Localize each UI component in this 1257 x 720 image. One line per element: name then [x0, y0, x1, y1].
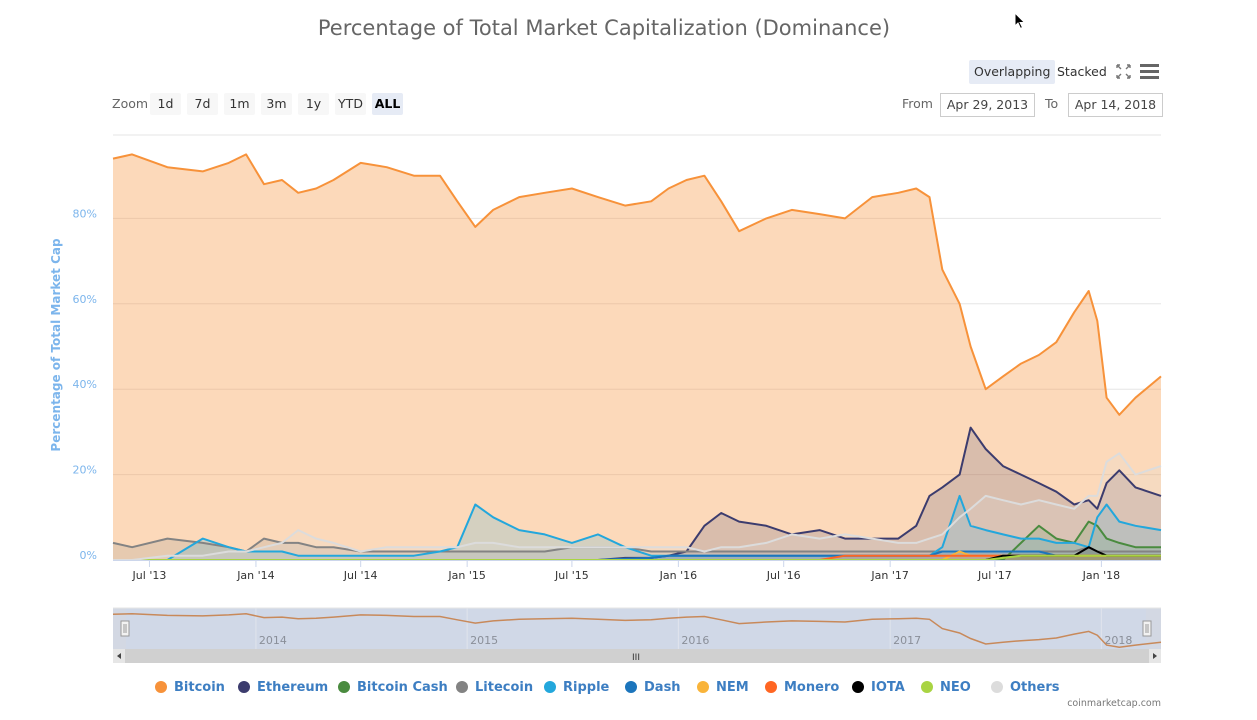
- legend-marker-icon: [852, 681, 864, 693]
- x-tick-label: Jul '16: [766, 569, 801, 582]
- legend-marker-icon: [697, 681, 709, 693]
- navigator-selected-range[interactable]: [126, 608, 1146, 652]
- x-tick-label: Jul '15: [554, 569, 589, 582]
- legend-item-litecoin[interactable]: Litecoin: [456, 678, 533, 696]
- legend-marker-icon: [991, 681, 1003, 693]
- legend-label: Bitcoin Cash: [357, 679, 448, 695]
- dominance-chart: 0% 20% 40% 60% 80% Jul '13 Jan '14 Jul '14 Jan …: [49, 134, 1162, 582]
- from-label: From: [902, 96, 933, 111]
- x-tick-label: Jul '14: [343, 569, 378, 582]
- legend-item-bitcoin-cash[interactable]: Bitcoin Cash: [338, 678, 448, 696]
- navigator-right-handle[interactable]: [1142, 620, 1152, 637]
- legend-label: Ripple: [563, 679, 610, 695]
- area-monero: [113, 555, 1161, 560]
- from-date-input[interactable]: Apr 29, 2013: [940, 93, 1035, 117]
- area-others: [113, 453, 1161, 560]
- y-tick-label: 40%: [73, 378, 97, 391]
- scrollbar-grip[interactable]: III: [632, 653, 640, 663]
- line-others[interactable]: [113, 452, 1162, 561]
- y-tick-label: 20%: [73, 464, 97, 477]
- x-tick-label: Jul '13: [132, 569, 167, 582]
- legend-label: Bitcoin: [174, 679, 225, 695]
- legend-label: Litecoin: [475, 679, 534, 695]
- zoom-1m-button[interactable]: 1m: [224, 93, 255, 115]
- x-tick-label: Jan '18: [1082, 569, 1120, 582]
- navigator-year-label: 2014: [259, 634, 287, 647]
- legend-item-ripple[interactable]: Ripple: [544, 678, 609, 696]
- zoom-1y-button[interactable]: 1y: [298, 93, 329, 115]
- legend-marker-icon: [238, 681, 250, 693]
- legend-item-monero[interactable]: Monero: [765, 678, 839, 696]
- area-dash: [113, 551, 1161, 560]
- navigator-year-label: 2015: [470, 634, 498, 647]
- overlapping-mode-button[interactable]: Overlapping: [969, 60, 1056, 84]
- x-tick-label: Jan '14: [236, 569, 274, 582]
- zoom-3m-button[interactable]: 3m: [261, 93, 292, 115]
- legend-marker-icon: [456, 681, 468, 693]
- zoom-label: Zoom: [112, 96, 149, 111]
- area-ethereum: [113, 427, 1161, 560]
- x-tick-label: Jan '16: [659, 569, 697, 582]
- navigator-bitcoin-line: [112, 613, 1162, 649]
- left-arrow-icon: [117, 653, 121, 659]
- zoom-1d-button[interactable]: 1d: [150, 93, 181, 115]
- y-tick-label: 0%: [80, 549, 97, 562]
- y-tick-label: 60%: [73, 293, 97, 306]
- area-bitcoin: [113, 154, 1161, 560]
- legend-label: Ethereum: [257, 679, 329, 695]
- zoom-all-button[interactable]: ALL: [372, 93, 403, 115]
- fullscreen-icon[interactable]: [1115, 63, 1132, 80]
- legend-marker-icon: [625, 681, 637, 693]
- legend-marker-icon: [921, 681, 933, 693]
- legend-label: Others: [1010, 679, 1060, 695]
- legend-marker-icon: [544, 681, 556, 693]
- line-bitcoin[interactable]: [112, 153, 1162, 416]
- y-tick-label: 80%: [73, 207, 97, 220]
- scrollbar-track[interactable]: [113, 649, 1161, 663]
- zoom-ytd-button[interactable]: YTD: [335, 93, 366, 115]
- legend-marker-icon: [765, 681, 777, 693]
- legend-label: NEM: [716, 679, 749, 695]
- legend-item-ethereum[interactable]: Ethereum: [238, 678, 328, 696]
- legend-item-others[interactable]: Others: [991, 678, 1060, 696]
- credits-link[interactable]: coinmarketcap.com: [1067, 698, 1161, 709]
- mouse-cursor-icon: [1014, 12, 1026, 30]
- legend-label: Dash: [644, 679, 681, 695]
- to-date-input[interactable]: Apr 14, 2018: [1068, 93, 1163, 117]
- navigator-left-handle[interactable]: [120, 620, 130, 637]
- x-tick-label: Jan '15: [447, 569, 485, 582]
- hamburger-menu-icon[interactable]: [1140, 63, 1160, 79]
- chart-title: Percentage of Total Market Capitalizatio…: [317, 16, 891, 40]
- legend-label: Monero: [784, 679, 840, 695]
- legend-marker-icon: [338, 681, 350, 693]
- legend-item-dash[interactable]: Dash: [625, 678, 681, 696]
- y-axis-title: Percentage of Total Market Cap: [49, 238, 63, 452]
- legend-item-iota[interactable]: IOTA: [852, 678, 905, 696]
- legend-label: IOTA: [871, 679, 905, 695]
- zoom-7d-button[interactable]: 7d: [187, 93, 218, 115]
- legend-item-neo[interactable]: NEO: [921, 678, 971, 696]
- x-tick-label: Jan '17: [870, 569, 908, 582]
- area-iota: [113, 547, 1161, 560]
- navigator-year-label: 2018: [1104, 634, 1132, 647]
- legend-marker-icon: [155, 681, 167, 693]
- to-label: To: [1045, 96, 1059, 111]
- navigator[interactable]: 2014 2015 2016 2017 2018 III: [0, 605, 1257, 665]
- stacked-mode-button[interactable]: Stacked: [1057, 64, 1107, 79]
- legend-item-nem[interactable]: NEM: [697, 678, 749, 696]
- navigator-year-label: 2017: [893, 634, 921, 647]
- right-arrow-icon: [1153, 653, 1157, 659]
- navigator-year-label: 2016: [681, 634, 709, 647]
- legend-label: NEO: [940, 679, 971, 695]
- legend-item-bitcoin[interactable]: Bitcoin: [155, 678, 225, 696]
- x-tick-label: Jul '17: [977, 569, 1012, 582]
